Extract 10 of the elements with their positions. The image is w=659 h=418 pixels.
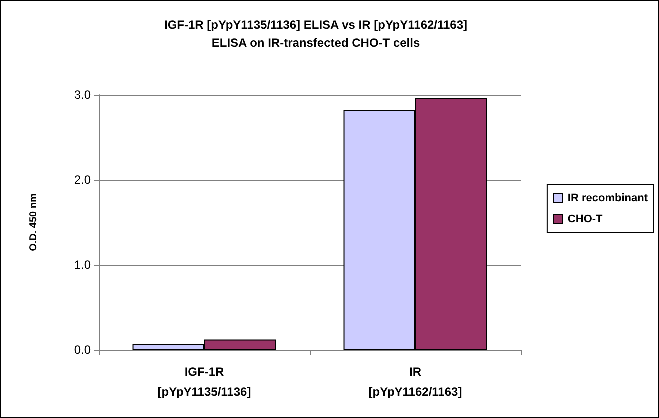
x-tick-label: IGF-1R [pYpY1135/1136] <box>158 365 252 399</box>
legend-label: CHO-T <box>568 214 604 226</box>
x-tick-label: IR [pYpY1162/1163] <box>368 365 462 399</box>
y-tick-label: 2.0 <box>74 173 92 187</box>
y-tick-label: 3.0 <box>74 88 92 102</box>
chart-title: IGF-1R [pYpY1135/1136] ELISA vs IR [pYpY1162/1163] ELISA on IR-transfected CHO-T cells <box>164 18 468 50</box>
y-tick-label: 0.0 <box>74 343 92 357</box>
y-axis-title: O.D. 450 nm <box>28 194 40 252</box>
y-tick-label: 1.0 <box>74 258 92 272</box>
legend-label: IR recombinant <box>568 192 648 204</box>
